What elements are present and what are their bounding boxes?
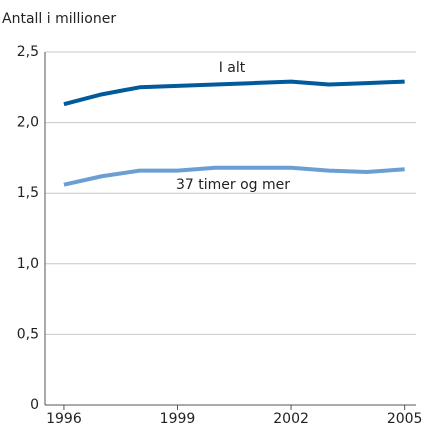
- y-tick-label: 2,0: [17, 115, 39, 131]
- axis-title: Antall i millioner: [2, 11, 116, 27]
- y-tick-label: 0: [30, 397, 39, 413]
- y-tick-label: 1,0: [17, 256, 39, 272]
- x-tick-label: 1996: [46, 411, 82, 427]
- series-label: I alt: [219, 60, 246, 76]
- x-tick-label: 2005: [387, 411, 423, 427]
- y-tick-label: 1,5: [17, 185, 39, 201]
- x-tick-label: 1999: [160, 411, 196, 427]
- series-line: [63, 79, 405, 107]
- series-label: 37 timer og mer: [176, 177, 290, 193]
- y-tick-label: 0,5: [17, 326, 39, 342]
- y-tick-label: 2,5: [17, 44, 39, 60]
- x-tick-label: 2002: [273, 411, 309, 427]
- series-line: [63, 165, 405, 187]
